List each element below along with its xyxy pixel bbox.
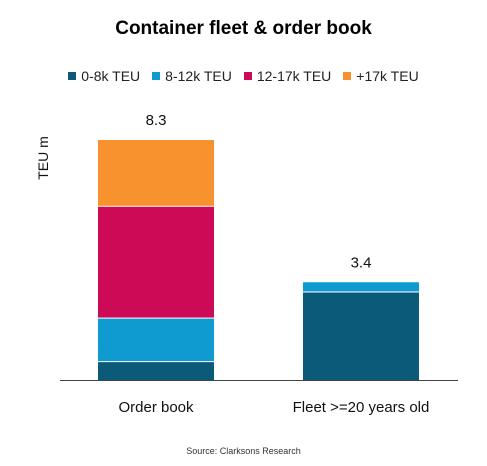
legend-label-8-12k: 8-12k TEU [165,68,232,84]
bar-segment-1-1 [303,281,419,292]
legend-item-8-12k: 8-12k TEU [152,68,232,84]
legend-item-0-8k: 0-8k TEU [68,68,140,84]
chart-legend: 0-8k TEU 8-12k TEU 12-17k TEU +17k TEU [0,68,487,84]
legend-swatch-8-12k [152,72,161,80]
chart-title: Container fleet & order book [115,18,372,39]
legend-item-17k-plus: +17k TEU [343,68,419,84]
category-label-1: Fleet >=20 years old [293,399,430,416]
legend-item-12-17k: 12-17k TEU [243,68,332,84]
legend-label-0-8k: 0-8k TEU [81,68,141,84]
total-label-1: 3.4 [351,254,372,271]
legend-swatch-12-17k [243,72,252,80]
legend-label-17k-plus: +17k TEU [356,68,419,84]
bar-segment-0-1 [98,317,214,362]
category-label-0: Order book [118,399,194,416]
bar-segment-0-3 [98,139,214,206]
bar-segment-0-0 [98,361,214,380]
total-label-0: 8.3 [146,112,167,129]
legend-swatch-0-8k [68,72,77,80]
legend-swatch-17k-plus [343,72,352,80]
legend-label-12-17k: 12-17k TEU [256,68,332,84]
bar-segment-0-2 [98,205,214,318]
bar-segment-1-0 [303,291,419,380]
source-note: Source: Clarksons Research [186,446,301,456]
